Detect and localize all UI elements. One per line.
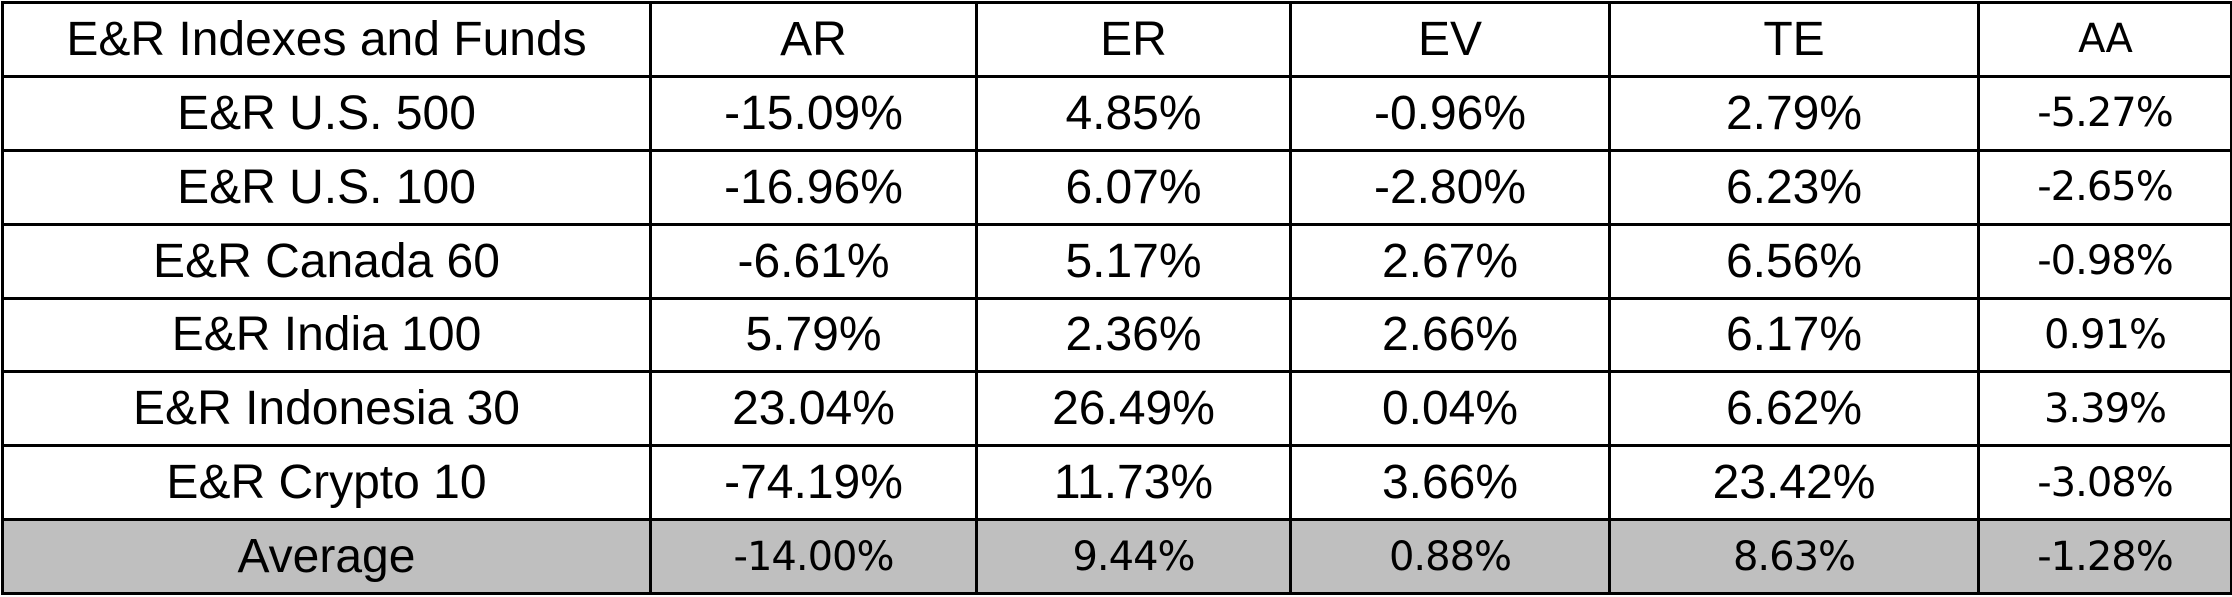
cell: 2.36% [975,296,1292,374]
cell: 2.67% [1289,222,1611,300]
average-row: Average -14.00% 9.44% 0.88% 8.63% -1.28% [1,518,2232,595]
data-row: E&R Canada 60 -6.61% 5.17% 2.67% 6.56% -0.98% [1,222,2232,300]
cell: 5.17% [975,222,1292,300]
cell: 6.56% [1608,222,1980,300]
cell: 11.73% [975,444,1292,522]
cell: 0.88% [1289,518,1611,595]
row-label: E&R India 100 [1,296,652,374]
data-row: E&R U.S. 100 -16.96% 6.07% -2.80% 6.23% -2.65… [1,148,2232,226]
cell: -74.19% [649,444,978,522]
data-row: E&R India 100 5.79% 2.36% 2.66% 6.17% 0.91% [1,296,2232,374]
row-label: E&R Indexes and Funds [1,1,652,78]
data-row: E&R Indonesia 30 23.04% 26.49% 0.04% 6.62% 3.… [1,370,2232,448]
cell: -1.28% [1977,518,2232,595]
cell: 6.62% [1608,370,1980,448]
cell: ER [975,1,1292,78]
data-row: E&R U.S. 500 -15.09% 4.85% -0.96% 2.79% -5.27… [1,74,2232,152]
cell: -3.08% [1977,444,2232,522]
cell: EV [1289,1,1611,78]
cell: TE [1608,1,1980,78]
cell: -6.61% [649,222,978,300]
cell: -2.80% [1289,148,1611,226]
data-row: E&R Crypto 10 -74.19% 11.73% 3.66% 23.42% -3.… [1,444,2232,522]
row-label: E&R Crypto 10 [1,444,652,522]
cell: -0.96% [1289,74,1611,152]
row-label: E&R Indonesia 30 [1,370,652,448]
row-label: E&R U.S. 100 [1,148,652,226]
cell: 4.85% [975,74,1292,152]
cell: 8.63% [1608,518,1980,595]
row-label: E&R Canada 60 [1,222,652,300]
cell: 23.42% [1608,444,1980,522]
cell: 6.07% [975,148,1292,226]
cell: 5.79% [649,296,978,374]
cell: -15.09% [649,74,978,152]
cell: -16.96% [649,148,978,226]
cell: 2.66% [1289,296,1611,374]
cell: -0.98% [1977,222,2232,300]
cell: 23.04% [649,370,978,448]
header-row: E&R Indexes and Funds AR ER EV TE AA [1,1,2232,78]
cell: 0.91% [1977,296,2232,374]
cell: 9.44% [975,518,1292,595]
cell: 26.49% [975,370,1292,448]
cell: 6.17% [1608,296,1980,374]
cell: -2.65% [1977,148,2232,226]
row-label: Average [1,518,652,595]
cell: -14.00% [649,518,978,595]
cell: 0.04% [1289,370,1611,448]
row-label: E&R U.S. 500 [1,74,652,152]
cell: 3.39% [1977,370,2232,448]
cell: 2.79% [1608,74,1980,152]
cell: 3.66% [1289,444,1611,522]
cell: AA [1977,1,2232,78]
cell: 6.23% [1608,148,1980,226]
cell: -5.27% [1977,74,2232,152]
cell: AR [649,1,978,78]
